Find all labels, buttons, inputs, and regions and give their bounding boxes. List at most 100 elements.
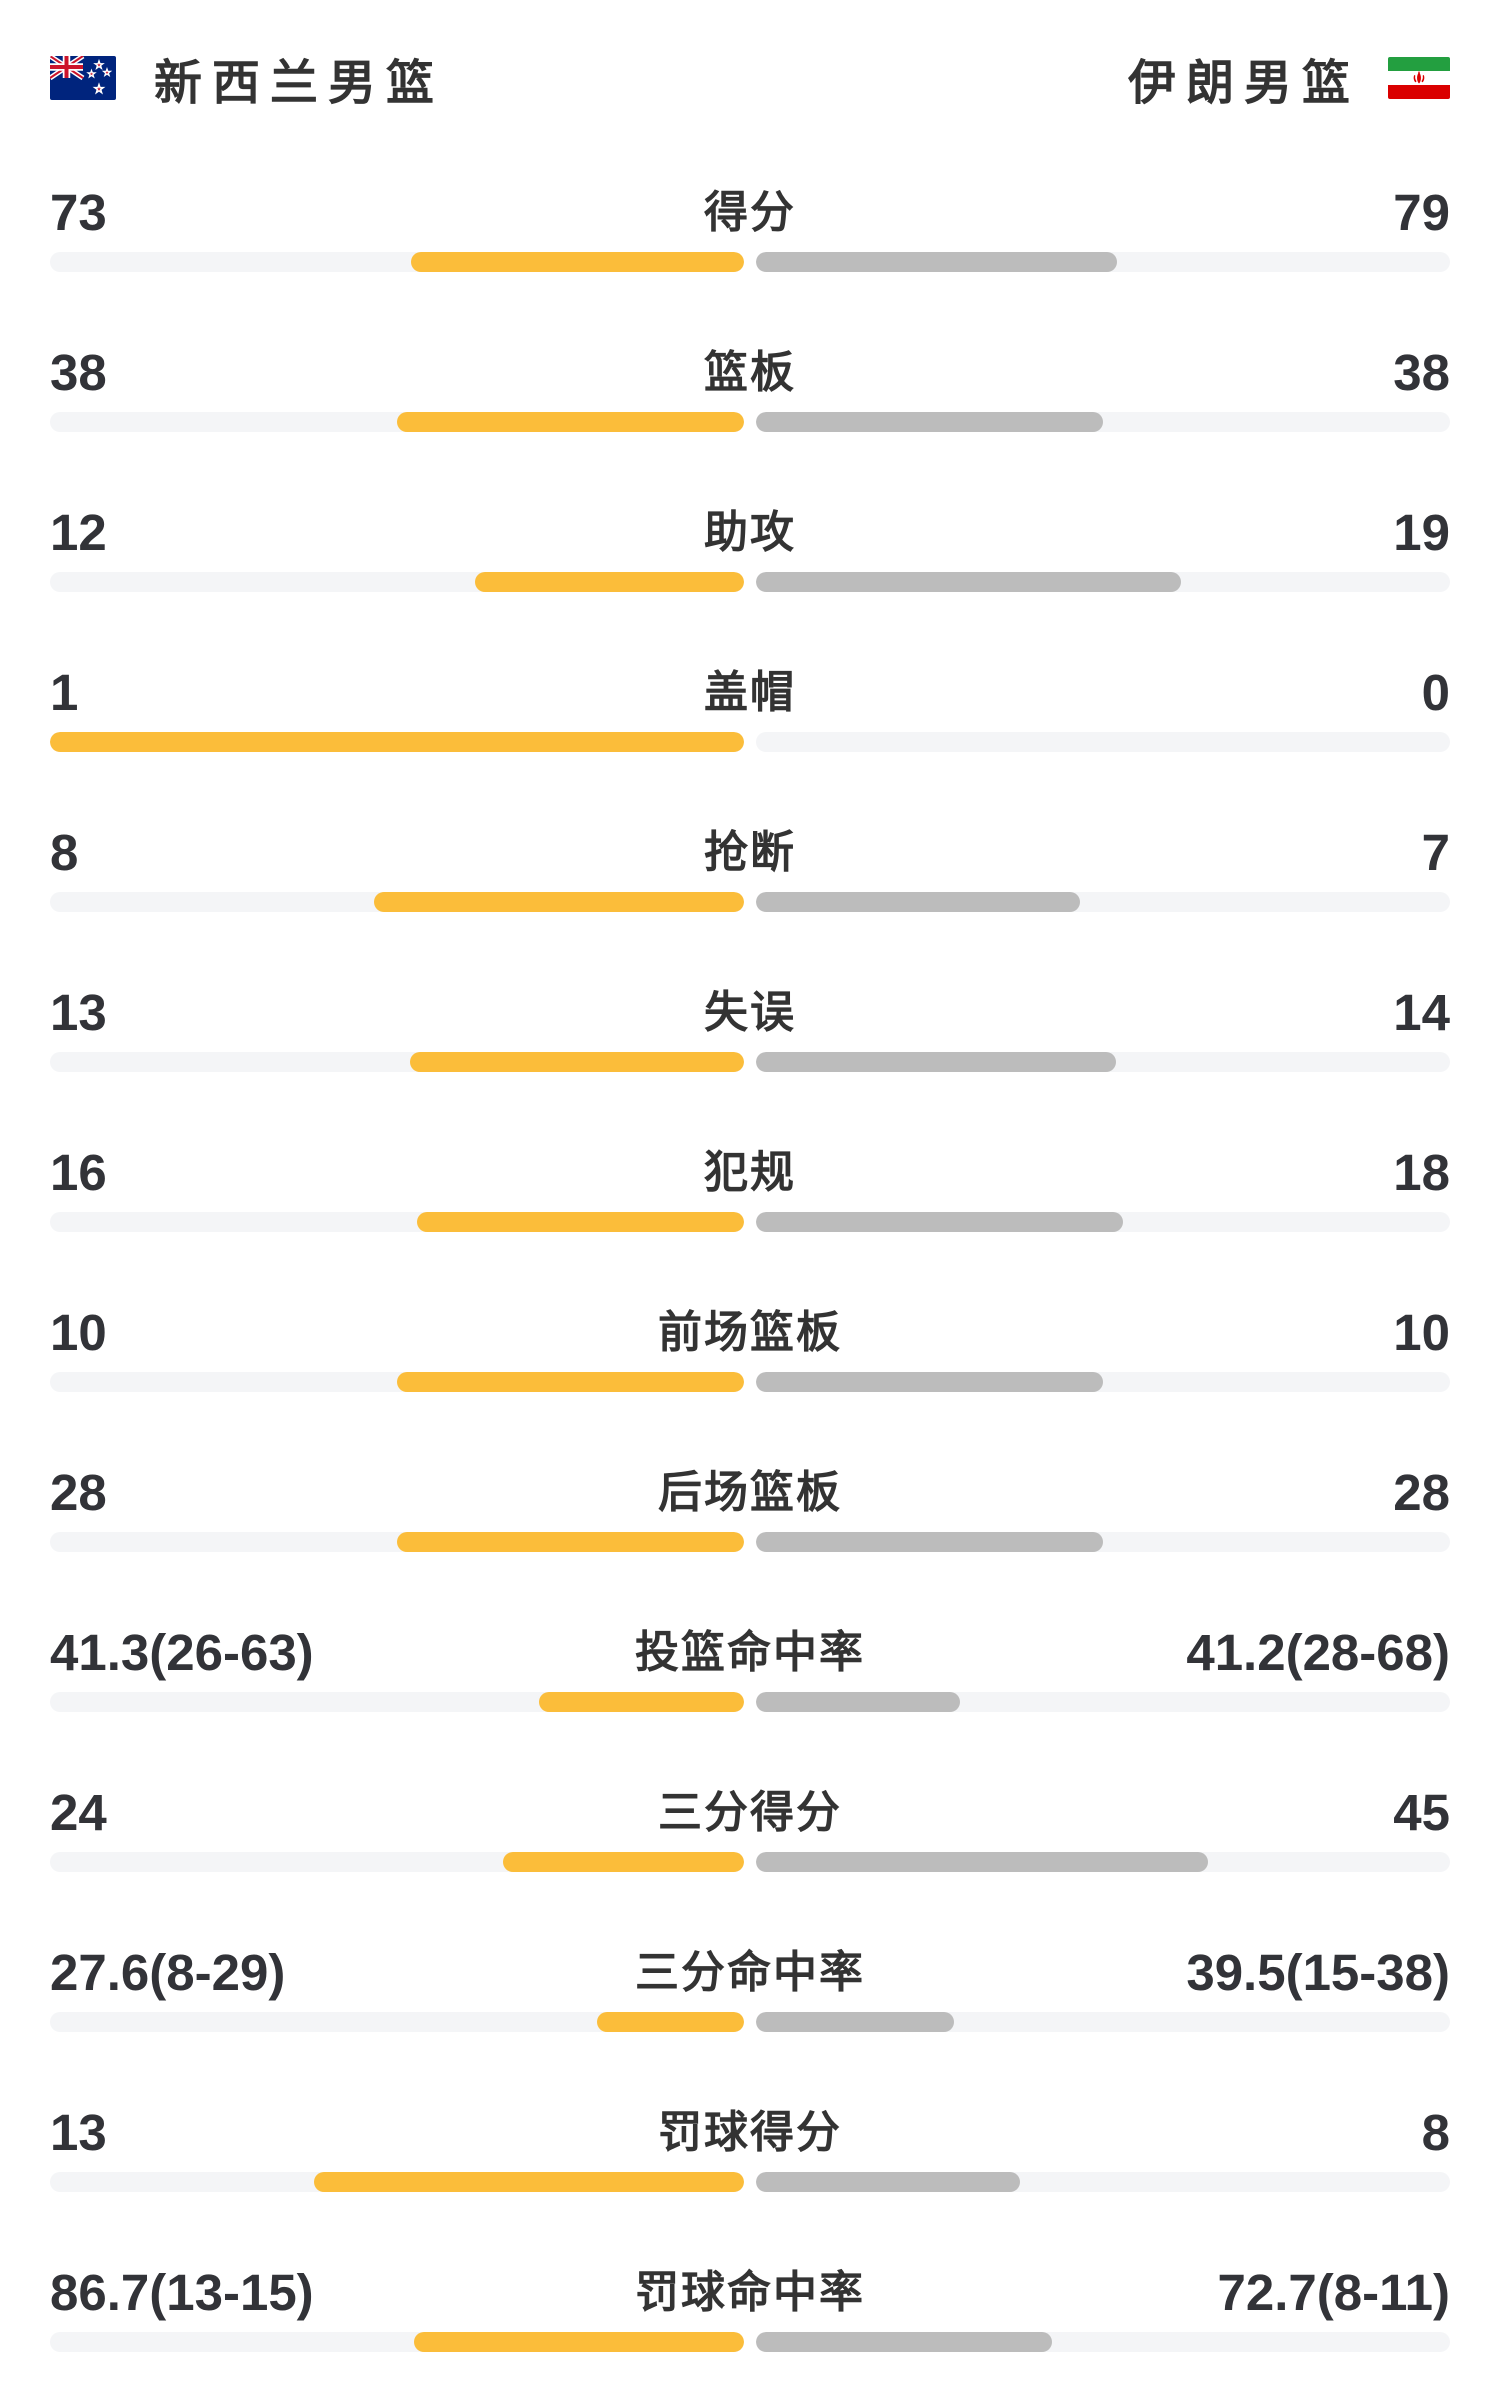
stat-label: 得分	[704, 188, 796, 237]
stats-list: 73 得分 79 38 篮板 38	[50, 185, 1450, 2400]
away-team: 伊朗男篮	[1128, 43, 1450, 113]
stat-bar	[50, 1692, 1450, 1712]
home-value: 13	[50, 2104, 107, 2161]
stat-line: 41.3(26-63) 投篮命中率 41.2(28-68)	[50, 1625, 1450, 1681]
home-bar-track	[50, 252, 744, 272]
away-bar-track	[756, 1692, 1450, 1712]
stat-label: 盖帽	[704, 668, 796, 717]
home-bar-track	[50, 732, 744, 752]
home-bar	[502, 1852, 744, 1872]
stat-label: 后场篮板	[658, 1468, 842, 1517]
away-bar-track	[756, 1372, 1450, 1392]
home-value: 24	[50, 1784, 107, 1841]
stat-line: 24 三分得分 45	[50, 1785, 1450, 1841]
home-bar-track	[50, 572, 744, 592]
home-bar-track	[50, 1212, 744, 1232]
away-bar-track	[756, 2172, 1450, 2192]
new-zealand-flag-icon	[50, 56, 116, 100]
away-bar	[756, 1212, 1124, 1232]
home-bar	[397, 1532, 744, 1552]
stat-bar	[50, 412, 1450, 432]
stat-row: 13 失误 14	[50, 985, 1450, 1145]
away-bar-track	[756, 1852, 1450, 1872]
away-value: 41.2(28-68)	[1186, 1624, 1450, 1681]
stat-bar	[50, 2012, 1450, 2032]
away-bar-track	[756, 412, 1450, 432]
home-bar	[397, 1372, 744, 1392]
away-value: 18	[1393, 1144, 1450, 1201]
home-value: 12	[50, 504, 107, 561]
away-bar	[756, 2172, 1021, 2192]
home-bar-track	[50, 1852, 744, 1872]
stat-row: 12 助攻 19	[50, 505, 1450, 665]
stat-label: 罚球命中率	[635, 2268, 865, 2317]
stat-row: 16 犯规 18	[50, 1145, 1450, 1305]
stat-bar	[50, 732, 1450, 752]
away-value: 7	[1421, 824, 1450, 881]
home-bar	[410, 1052, 744, 1072]
home-team: 新西兰男篮	[50, 43, 444, 113]
home-value: 28	[50, 1464, 107, 1521]
stat-bar	[50, 2172, 1450, 2192]
away-bar-track	[756, 252, 1450, 272]
stat-row: 38 篮板 38	[50, 345, 1450, 505]
home-bar	[397, 412, 744, 432]
stat-row: 13 罚球得分 8	[50, 2105, 1450, 2265]
stat-label: 罚球得分	[658, 2108, 842, 2157]
stat-line: 13 失误 14	[50, 985, 1450, 1041]
home-value: 1	[50, 664, 79, 721]
away-bar-track	[756, 1212, 1450, 1232]
away-bar	[756, 892, 1081, 912]
stat-label: 投篮命中率	[635, 1628, 865, 1677]
stat-row: 10 前场篮板 10	[50, 1305, 1450, 1465]
away-value: 38	[1393, 344, 1450, 401]
home-bar-track	[50, 1692, 744, 1712]
stat-bar	[50, 1852, 1450, 1872]
home-bar	[314, 2172, 744, 2192]
home-value: 86.7(13-15)	[50, 2264, 314, 2321]
home-value: 8	[50, 824, 79, 881]
stat-line: 38 篮板 38	[50, 345, 1450, 401]
stat-line: 1 盖帽 0	[50, 665, 1450, 721]
stat-row: 24 三分得分 45	[50, 1785, 1450, 1945]
stat-row: 8 抢断 7	[50, 825, 1450, 985]
home-bar	[410, 252, 744, 272]
stat-bar	[50, 1052, 1450, 1072]
stat-bar	[50, 1532, 1450, 1552]
away-bar	[756, 1852, 1209, 1872]
stat-line: 13 罚球得分 8	[50, 2105, 1450, 2161]
away-bar-track	[756, 892, 1450, 912]
away-bar	[756, 1052, 1117, 1072]
stat-row: 73 得分 79	[50, 185, 1450, 345]
stat-row: 41.3(26-63) 投篮命中率 41.2(28-68)	[50, 1625, 1450, 1785]
home-bar	[414, 2332, 744, 2352]
away-value: 79	[1393, 184, 1450, 241]
stat-bar	[50, 2332, 1450, 2352]
home-bar-track	[50, 892, 744, 912]
away-value: 39.5(15-38)	[1186, 1944, 1450, 2001]
stat-label: 三分得分	[658, 1788, 842, 1837]
stat-row: 1 盖帽 0	[50, 665, 1450, 825]
stat-line: 10 前场篮板 10	[50, 1305, 1450, 1361]
stat-label: 前场篮板	[658, 1308, 842, 1357]
home-value: 73	[50, 184, 107, 241]
stat-row: 86.7(13-15) 罚球命中率 72.7(8-11)	[50, 2265, 1450, 2400]
home-bar	[475, 572, 744, 592]
stat-line: 16 犯规 18	[50, 1145, 1450, 1201]
away-bar	[756, 412, 1103, 432]
away-bar-track	[756, 732, 1450, 752]
stat-label: 三分命中率	[635, 1948, 865, 1997]
away-bar	[756, 1372, 1103, 1392]
away-value: 14	[1393, 984, 1450, 1041]
home-bar	[374, 892, 744, 912]
away-value: 45	[1393, 1784, 1450, 1841]
stat-line: 8 抢断 7	[50, 825, 1450, 881]
stat-line: 28 后场篮板 28	[50, 1465, 1450, 1521]
home-bar	[417, 1212, 744, 1232]
home-value: 27.6(8-29)	[50, 1944, 286, 2001]
stat-bar	[50, 1212, 1450, 1232]
home-bar-track	[50, 1532, 744, 1552]
stat-bar	[50, 892, 1450, 912]
home-bar-track	[50, 2172, 744, 2192]
